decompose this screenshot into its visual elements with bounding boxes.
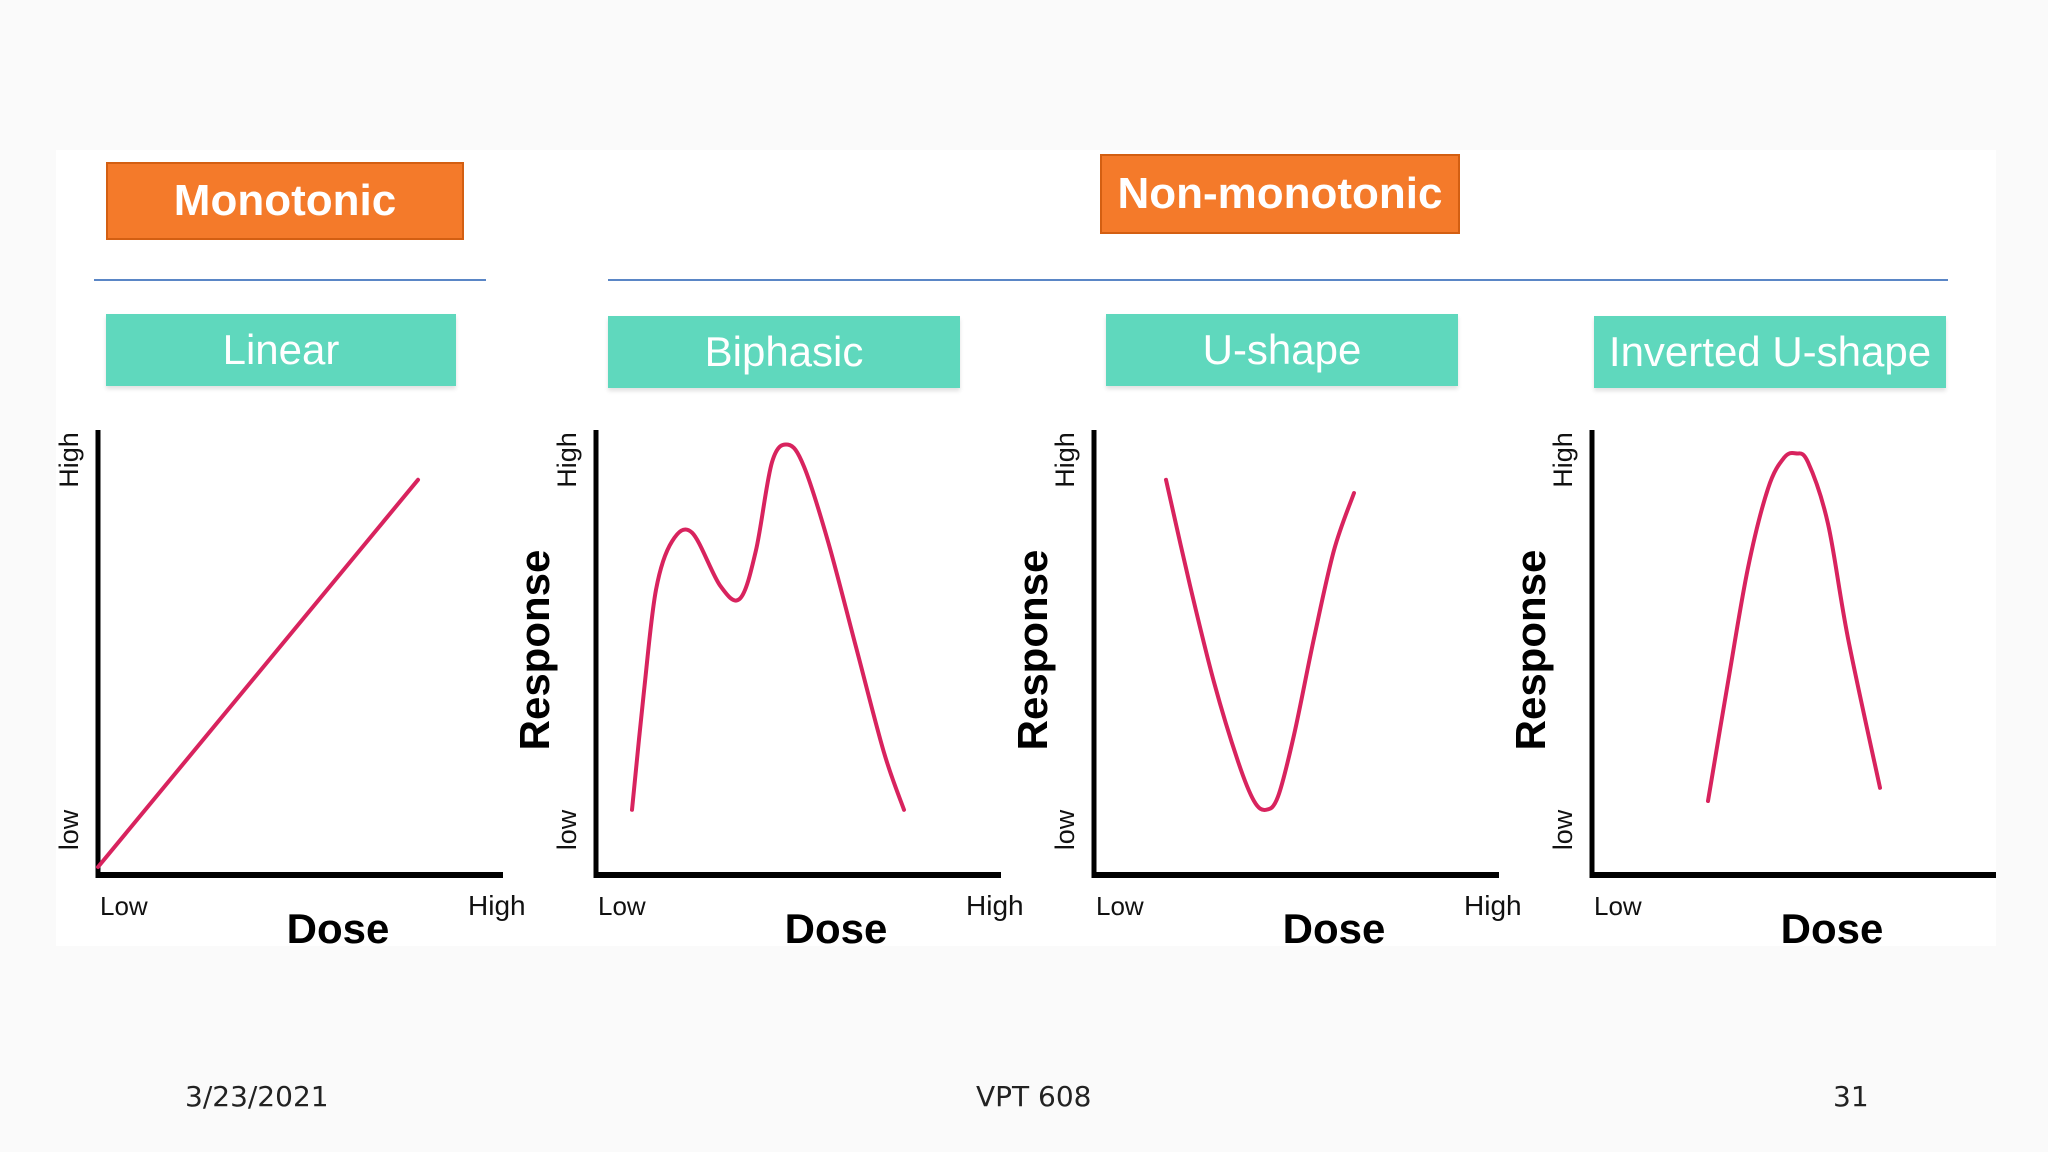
plot-1-x-tick-low: Low	[100, 891, 148, 921]
non-monotonic-divider	[608, 279, 1948, 281]
plot-2-y-axis-label: Response	[511, 550, 558, 751]
plot-3-x-tick-low: Low	[1096, 891, 1144, 921]
biphasic-label: Biphasic	[608, 316, 960, 388]
linear-label: Linear	[106, 314, 456, 386]
plot-1-y-tick-low: low	[56, 809, 84, 850]
plot-4-y-tick-high: High	[1548, 432, 1578, 488]
plot-4-response-curve	[1706, 450, 1882, 803]
plot-3-x-tick-high: High	[1464, 890, 1522, 921]
footer-page-number: 31	[1833, 1080, 1869, 1113]
u-shape-label: U-shape	[1106, 314, 1458, 386]
plot-1-x-axis-label: Dose	[287, 905, 390, 946]
plot-2-response-curve	[630, 442, 906, 812]
plot-3-y-tick-low: low	[1050, 809, 1080, 850]
plot-3-y-tick-high: High	[1050, 432, 1080, 488]
footer-date: 3/23/2021	[185, 1080, 329, 1113]
dose-response-figure: Monotonic Non-monotonic Linear Biphasic …	[56, 150, 1996, 946]
plot-2-x-axis-label: Dose	[785, 905, 888, 946]
plot-2-x-tick-high: High	[966, 890, 1024, 921]
monotonic-label: Monotonic	[106, 162, 464, 240]
inverted-u-shape-label: Inverted U-shape	[1594, 316, 1946, 388]
non-monotonic-label: Non-monotonic	[1100, 154, 1460, 234]
dose-response-plots: Low High Dose low High Low High Dose low High Resp…	[56, 430, 1996, 946]
plot-3-x-axis-label: Dose	[1283, 905, 1386, 946]
plot-2-y-tick-high: High	[552, 432, 582, 488]
plot-1-x-tick-high: High	[468, 890, 526, 921]
plot-1-y-tick-high: High	[56, 432, 84, 488]
plot-3-response-curve	[1164, 477, 1356, 812]
plot-3-y-axis-label: Response	[1009, 550, 1056, 751]
footer-course: VPT 608	[976, 1080, 1092, 1113]
plot-2-x-tick-low: Low	[598, 891, 646, 921]
plot-2-y-tick-low: low	[552, 809, 582, 850]
plot-4-y-tick-low: low	[1548, 809, 1578, 850]
plot-4-x-axis-label: Dose	[1781, 905, 1884, 946]
monotonic-divider	[94, 279, 486, 281]
plot-4-x-tick-low: Low	[1594, 891, 1642, 921]
plot-1-response-curve	[96, 477, 420, 869]
plot-4-y-axis-label: Response	[1507, 550, 1554, 751]
